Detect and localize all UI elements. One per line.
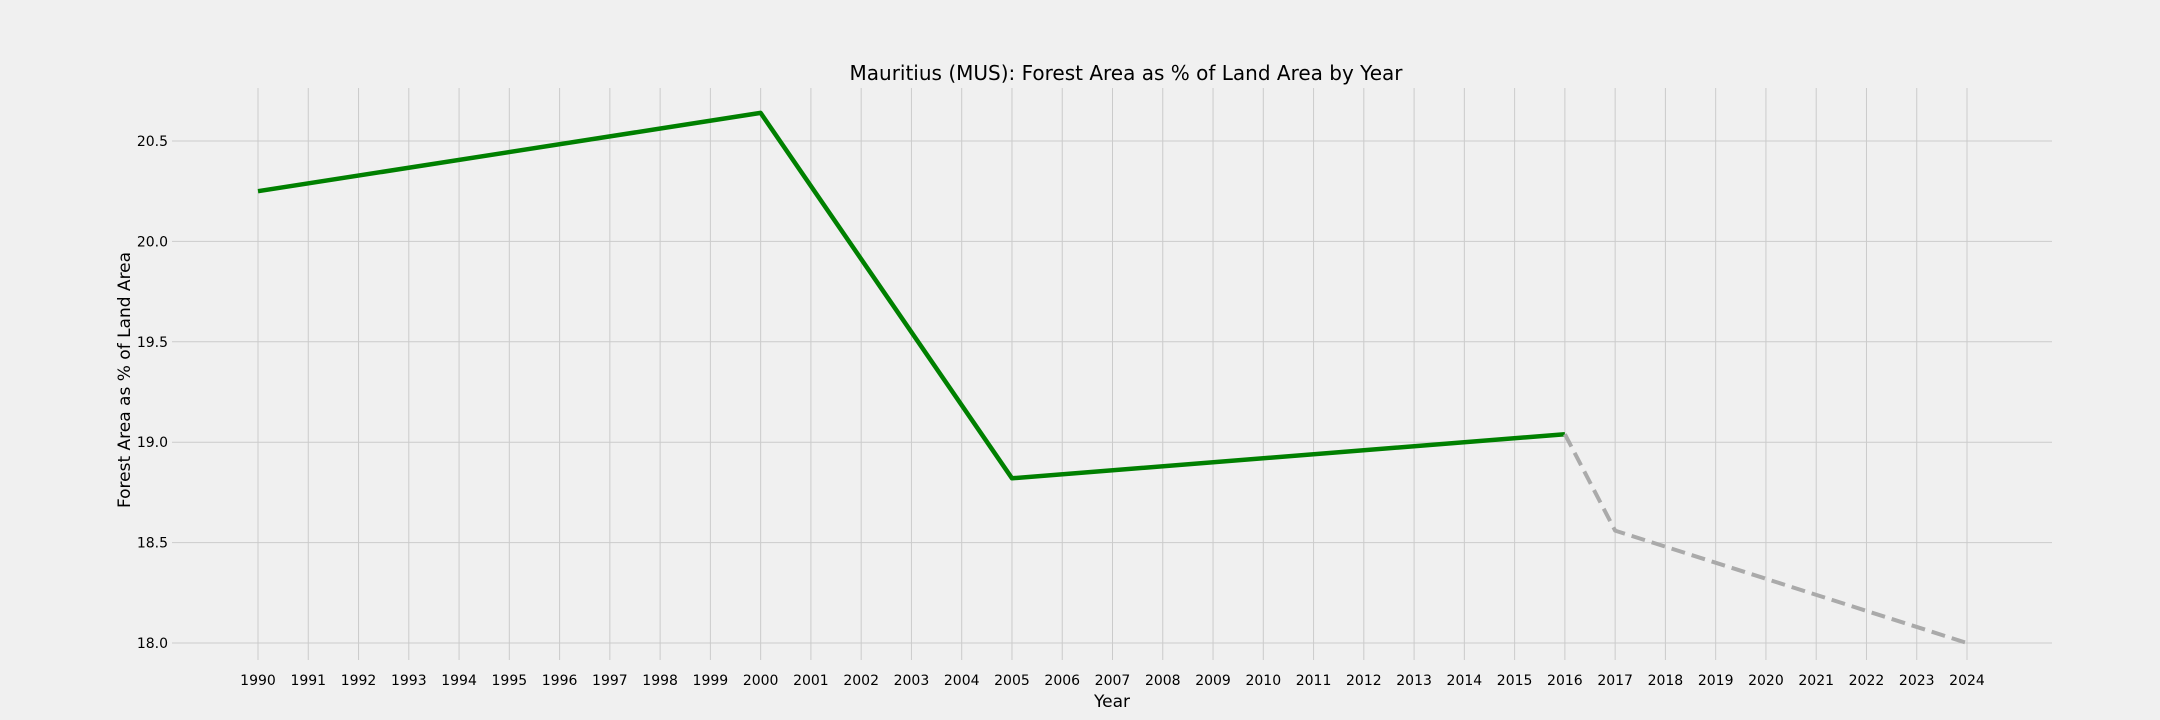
x-tick-label: 1996 — [542, 673, 578, 689]
x-tick-label: 2019 — [1698, 673, 1734, 689]
x-tick-label: 1994 — [441, 673, 477, 689]
y-tick-label: 20.0 — [137, 234, 168, 250]
x-tick-label: 1993 — [391, 673, 427, 689]
x-tick-label: 1990 — [240, 673, 276, 689]
x-tick-label: 1999 — [693, 673, 729, 689]
x-tick-label: 2014 — [1447, 673, 1483, 689]
x-tick-label: 2011 — [1296, 673, 1332, 689]
y-tick-label: 18.5 — [137, 536, 168, 552]
x-tick-labels: 1990 1991 1992 1993 1994 1995 1996 1997 1998 1999… — [240, 673, 1985, 689]
x-tick-label: 2017 — [1597, 673, 1633, 689]
x-tick-label: 2015 — [1497, 673, 1533, 689]
x-tick-label: 1995 — [492, 673, 528, 689]
y-tick-label: 20.5 — [137, 134, 168, 150]
chart-title: Mauritius (MUS): Forest Area as % of Lan… — [850, 61, 1404, 85]
y-tick-label: 19.0 — [137, 435, 168, 451]
y-axis-label: Forest Area as % of Land Area — [115, 252, 135, 508]
x-tick-label: 1991 — [290, 673, 326, 689]
y-tick-label: 19.5 — [137, 335, 168, 351]
series-lines — [257, 110, 1968, 645]
x-tick-label: 2008 — [1145, 673, 1181, 689]
x-tick-label: 2022 — [1849, 673, 1885, 689]
x-tick-label: 2024 — [1949, 673, 1985, 689]
x-tick-label: 2000 — [743, 673, 779, 689]
y-tick-label: 18.0 — [137, 636, 168, 652]
y-tick-labels: 18.0 18.5 19.0 19.5 20.0 20.5 — [137, 134, 168, 652]
x-tick-label: 1997 — [592, 673, 628, 689]
projection-series-line — [1563, 433, 1968, 645]
x-tick-label: 2006 — [1044, 673, 1080, 689]
x-tick-label: 2002 — [843, 673, 879, 689]
x-tick-label: 2016 — [1547, 673, 1583, 689]
x-tick-label: 2004 — [944, 673, 980, 689]
x-tick-label: 2005 — [994, 673, 1030, 689]
x-tick-label: 1992 — [341, 673, 377, 689]
x-tick-label: 2001 — [793, 673, 829, 689]
x-tick-label: 2010 — [1245, 673, 1281, 689]
x-tick-label: 2003 — [894, 673, 930, 689]
x-tick-label: 2009 — [1195, 673, 1231, 689]
x-tick-label: 2012 — [1346, 673, 1382, 689]
x-tick-label: 2020 — [1748, 673, 1784, 689]
x-tick-label: 2007 — [1095, 673, 1131, 689]
forest-area-series-line — [257, 110, 1566, 481]
grid-lines — [172, 88, 2052, 660]
x-axis-label: Year — [1093, 692, 1130, 712]
x-tick-label: 1998 — [642, 673, 678, 689]
x-tick-label: 2018 — [1648, 673, 1684, 689]
x-tick-label: 2023 — [1899, 673, 1935, 689]
x-tick-label: 2013 — [1396, 673, 1432, 689]
x-tick-label: 2021 — [1798, 673, 1834, 689]
